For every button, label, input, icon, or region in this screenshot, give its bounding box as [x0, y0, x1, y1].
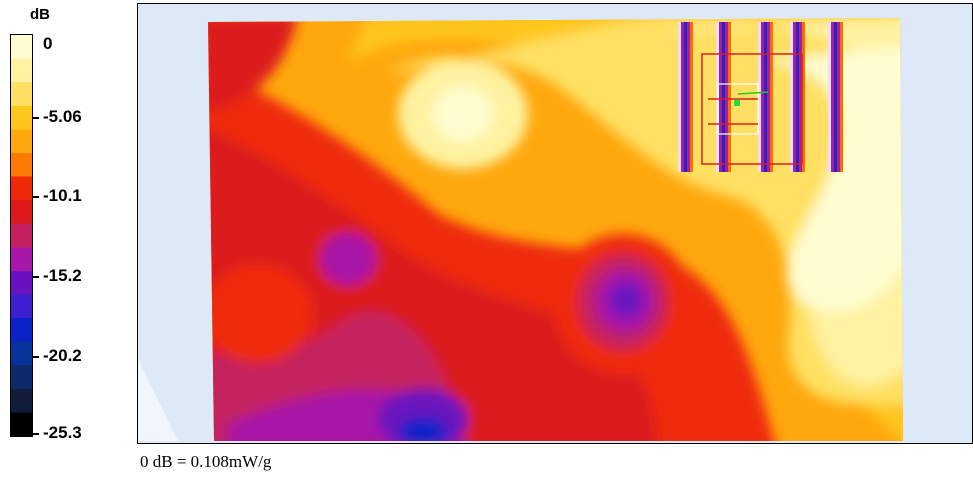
- sar-heatmap-plot: [137, 3, 973, 444]
- peak-marker: [734, 100, 740, 106]
- colorbar-tick-label: -25.3: [43, 423, 82, 442]
- contour-red-topleft: [208, 18, 298, 114]
- contour-cream-right: [738, 44, 903, 312]
- colorbar-tick-mark: [33, 356, 39, 358]
- contour-red-left-lobe: [208, 264, 313, 364]
- device-stripe: [764, 22, 767, 172]
- device-stripe: [681, 22, 684, 172]
- device-stripe: [761, 22, 764, 172]
- colorbar-tick-label: -10.1: [43, 186, 82, 205]
- device-stripe: [770, 22, 773, 172]
- colorbar-tick-mark: [33, 117, 39, 119]
- device-stripe: [793, 22, 796, 172]
- device-stripe: [758, 22, 761, 172]
- device-stripe: [684, 22, 687, 172]
- device-stripe: [725, 22, 728, 172]
- contour-violet-center: [609, 282, 643, 318]
- device-stripe: [767, 22, 770, 172]
- contour-blue-bottom: [398, 417, 448, 441]
- colorbar-tick-label: -15.2: [43, 266, 82, 285]
- device-stripe: [834, 22, 837, 172]
- device-stripe: [678, 22, 681, 172]
- colorbar-tick-mark: [33, 433, 39, 435]
- device-stripe: [837, 22, 840, 172]
- colorbar-tick-label: 0: [43, 34, 53, 53]
- device-stripe: [799, 22, 802, 172]
- colorbar-unit: dB: [30, 6, 50, 23]
- device-stripe: [796, 22, 799, 172]
- device-stripe: [802, 22, 805, 172]
- colorbar-tick-label: -5.06: [43, 107, 82, 126]
- device-structure-overlay: [678, 22, 843, 172]
- background-gap: [138, 359, 178, 441]
- device-stripe: [690, 22, 693, 172]
- device-stripe: [728, 22, 731, 172]
- contour-pale-hotspot-1-core: [433, 86, 493, 142]
- device-stripe: [831, 22, 834, 172]
- device-stripe: [719, 22, 722, 172]
- device-stripe: [790, 22, 793, 172]
- colorbar-tick-mark: [33, 196, 39, 198]
- colorbar-gradient: [10, 34, 33, 437]
- device-stripe: [828, 22, 831, 172]
- contour-lightyellow-upper: [388, 18, 903, 404]
- heatmap-canvas: [138, 18, 903, 441]
- device-stripe: [722, 22, 725, 172]
- colorbar-tick-mark: [33, 276, 39, 278]
- device-stripe: [687, 22, 690, 172]
- footnote-reference: 0 dB = 0.108mW/g: [140, 452, 272, 471]
- device-stripe: [840, 22, 843, 172]
- colorbar-tick-label: -20.2: [43, 346, 82, 365]
- contour-purple-left-lobe: [320, 233, 376, 285]
- sar-scan-area: [208, 18, 903, 441]
